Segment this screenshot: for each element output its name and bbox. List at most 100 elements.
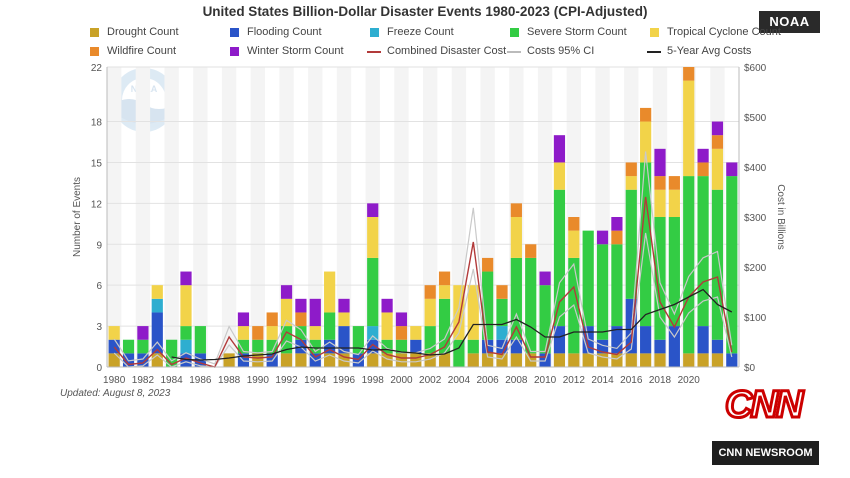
- bar-1993-wildfire-count[interactable]: [295, 312, 307, 327]
- bar-1998-tropical-cyclone-count[interactable]: [367, 217, 379, 258]
- bar-2019-flooding-count[interactable]: [668, 326, 680, 367]
- bar-2018-drought-count[interactable]: [654, 353, 666, 367]
- bar-2017-flooding-count[interactable]: [640, 326, 652, 354]
- bar-1994-severe-storm-count[interactable]: [309, 339, 321, 354]
- legend-label-3[interactable]: Severe Storm Count: [527, 26, 627, 38]
- bar-2017-tropical-cyclone-count[interactable]: [640, 121, 652, 163]
- bar-2005-tropical-cyclone-count[interactable]: [467, 285, 479, 340]
- bar-1983-tropical-cyclone-count[interactable]: [151, 285, 163, 299]
- bar-1991-tropical-cyclone-count[interactable]: [266, 326, 278, 340]
- bar-2016-severe-storm-count[interactable]: [625, 189, 637, 299]
- bar-1980-flooding-count[interactable]: [108, 339, 120, 354]
- bar-2005-drought-count[interactable]: [467, 353, 479, 367]
- bar-2018-tropical-cyclone-count[interactable]: [654, 189, 666, 217]
- bar-2020-tropical-cyclone-count[interactable]: [683, 80, 695, 177]
- bar-2005-severe-storm-count[interactable]: [467, 339, 479, 354]
- bar-2018-wildfire-count[interactable]: [654, 176, 666, 190]
- bar-2019-tropical-cyclone-count[interactable]: [668, 189, 680, 217]
- bar-1995-tropical-cyclone-count[interactable]: [324, 271, 336, 313]
- legend-label-5[interactable]: Wildfire Count: [107, 45, 177, 57]
- bar-1985-severe-storm-count[interactable]: [180, 326, 192, 340]
- bar-2022-tropical-cyclone-count[interactable]: [711, 148, 724, 190]
- bar-2017-drought-count[interactable]: [640, 353, 652, 367]
- bar-2021-wildfire-count[interactable]: [697, 162, 709, 177]
- bar-2007-flooding-count[interactable]: [496, 339, 508, 354]
- bar-2007-drought-count[interactable]: [496, 353, 508, 367]
- bar-1986-severe-storm-count[interactable]: [194, 326, 206, 354]
- bar-2006-wildfire-count[interactable]: [482, 257, 494, 272]
- bar-1989-severe-storm-count[interactable]: [237, 339, 250, 354]
- bar-2017-severe-storm-count[interactable]: [640, 162, 652, 327]
- bar-2023-flooding-count[interactable]: [726, 353, 738, 367]
- bar-2001-tropical-cyclone-count[interactable]: [410, 326, 422, 340]
- bar-2013-flooding-count[interactable]: [582, 326, 594, 354]
- bar-1995-severe-storm-count[interactable]: [324, 312, 336, 340]
- bar-1983-drought-count[interactable]: [151, 353, 163, 367]
- bar-2008-severe-storm-count[interactable]: [510, 257, 522, 340]
- bar-2003-tropical-cyclone-count[interactable]: [438, 285, 451, 299]
- bar-2015-flooding-count[interactable]: [611, 326, 623, 354]
- bar-1981-severe-storm-count[interactable]: [122, 339, 135, 354]
- bar-2011-drought-count[interactable]: [553, 353, 566, 367]
- bar-2022-winter-storm-count[interactable]: [711, 121, 724, 136]
- legend-label-4[interactable]: Tropical Cyclone Count: [667, 26, 781, 38]
- bar-2006-severe-storm-count[interactable]: [482, 271, 494, 340]
- bar-2016-tropical-cyclone-count[interactable]: [625, 176, 637, 190]
- bar-1992-tropical-cyclone-count[interactable]: [280, 298, 293, 327]
- bar-2015-drought-count[interactable]: [611, 353, 623, 367]
- bar-1995-drought-count[interactable]: [324, 353, 336, 367]
- bar-2021-severe-storm-count[interactable]: [697, 176, 709, 327]
- bar-1999-winter-storm-count[interactable]: [381, 298, 393, 313]
- bar-2006-flooding-count[interactable]: [482, 339, 494, 354]
- bar-2014-flooding-count[interactable]: [596, 339, 609, 354]
- bar-2001-drought-count[interactable]: [410, 353, 422, 367]
- bar-2013-severe-storm-count[interactable]: [582, 230, 594, 327]
- bar-1997-severe-storm-count[interactable]: [352, 326, 364, 354]
- bar-1988-drought-count[interactable]: [223, 353, 235, 367]
- bar-1998-winter-storm-count[interactable]: [367, 203, 379, 217]
- bar-1995-flooding-count[interactable]: [324, 339, 336, 354]
- bar-1998-freeze-count[interactable]: [367, 326, 379, 340]
- bar-1989-tropical-cyclone-count[interactable]: [237, 326, 250, 340]
- bar-2008-flooding-count[interactable]: [510, 339, 522, 354]
- bar-2008-wildfire-count[interactable]: [510, 203, 522, 217]
- bar-2023-severe-storm-count[interactable]: [726, 176, 738, 354]
- bar-2010-severe-storm-count[interactable]: [539, 285, 551, 354]
- legend-label-0[interactable]: Drought Count: [107, 26, 179, 38]
- bar-2022-flooding-count[interactable]: [711, 339, 724, 354]
- bar-2012-drought-count[interactable]: [568, 353, 580, 367]
- bar-2007-freeze-count[interactable]: [496, 326, 508, 340]
- bar-2014-severe-storm-count[interactable]: [596, 244, 609, 340]
- bar-1991-wildfire-count[interactable]: [266, 312, 278, 327]
- bar-1999-drought-count[interactable]: [381, 353, 393, 367]
- bar-1983-freeze-count[interactable]: [151, 298, 163, 313]
- bar-2011-flooding-count[interactable]: [553, 326, 566, 354]
- bar-2000-wildfire-count[interactable]: [395, 326, 408, 340]
- bar-2006-drought-count[interactable]: [482, 353, 494, 367]
- bar-1985-flooding-count[interactable]: [180, 353, 192, 367]
- bar-2002-severe-storm-count[interactable]: [424, 326, 436, 354]
- legend-label-9[interactable]: 5-Year Avg Costs: [667, 45, 752, 57]
- bar-1992-winter-storm-count[interactable]: [280, 285, 293, 299]
- bar-1991-severe-storm-count[interactable]: [266, 339, 278, 354]
- bar-1996-winter-storm-count[interactable]: [338, 298, 350, 313]
- bar-1999-severe-storm-count[interactable]: [381, 339, 393, 354]
- legend-label-2[interactable]: Freeze Count: [387, 26, 454, 38]
- bar-1982-severe-storm-count[interactable]: [137, 339, 149, 354]
- bar-2018-winter-storm-count[interactable]: [654, 148, 666, 177]
- bar-2021-drought-count[interactable]: [697, 353, 709, 367]
- bar-2011-winter-storm-count[interactable]: [553, 135, 566, 163]
- bar-2022-wildfire-count[interactable]: [711, 135, 724, 149]
- bar-1993-drought-count[interactable]: [295, 353, 307, 367]
- bar-1983-flooding-count[interactable]: [151, 312, 163, 354]
- bar-2001-flooding-count[interactable]: [410, 339, 422, 354]
- bar-2000-winter-storm-count[interactable]: [395, 312, 408, 327]
- bar-2016-drought-count[interactable]: [625, 353, 637, 367]
- bar-2002-tropical-cyclone-count[interactable]: [424, 298, 436, 327]
- bar-2017-wildfire-count[interactable]: [640, 107, 652, 122]
- bar-1998-drought-count[interactable]: [367, 353, 379, 367]
- bar-2012-tropical-cyclone-count[interactable]: [568, 230, 580, 258]
- legend-label-6[interactable]: Winter Storm Count: [247, 45, 344, 57]
- bar-2008-drought-count[interactable]: [510, 353, 522, 367]
- legend-label-8[interactable]: Costs 95% CI: [527, 45, 595, 57]
